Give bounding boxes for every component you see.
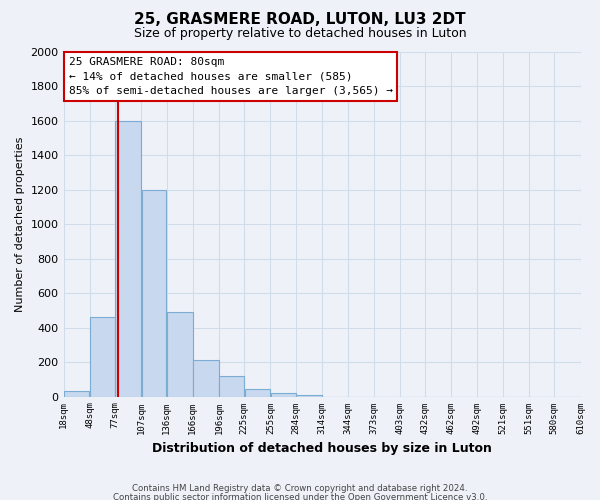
Bar <box>245 389 270 396</box>
Text: Contains HM Land Registry data © Crown copyright and database right 2024.: Contains HM Land Registry data © Crown c… <box>132 484 468 493</box>
Bar <box>64 390 89 396</box>
Text: Size of property relative to detached houses in Luton: Size of property relative to detached ho… <box>134 28 466 40</box>
Y-axis label: Number of detached properties: Number of detached properties <box>15 136 25 312</box>
Bar <box>115 120 141 396</box>
Bar <box>296 395 322 396</box>
Bar <box>271 393 296 396</box>
Bar <box>90 317 115 396</box>
Bar <box>193 360 219 396</box>
Text: Contains public sector information licensed under the Open Government Licence v3: Contains public sector information licen… <box>113 492 487 500</box>
Bar <box>142 190 166 396</box>
Bar <box>219 376 244 396</box>
Text: 25 GRASMERE ROAD: 80sqm
← 14% of detached houses are smaller (585)
85% of semi-d: 25 GRASMERE ROAD: 80sqm ← 14% of detache… <box>69 56 393 96</box>
Text: 25, GRASMERE ROAD, LUTON, LU3 2DT: 25, GRASMERE ROAD, LUTON, LU3 2DT <box>134 12 466 28</box>
Bar <box>167 312 193 396</box>
X-axis label: Distribution of detached houses by size in Luton: Distribution of detached houses by size … <box>152 442 492 455</box>
